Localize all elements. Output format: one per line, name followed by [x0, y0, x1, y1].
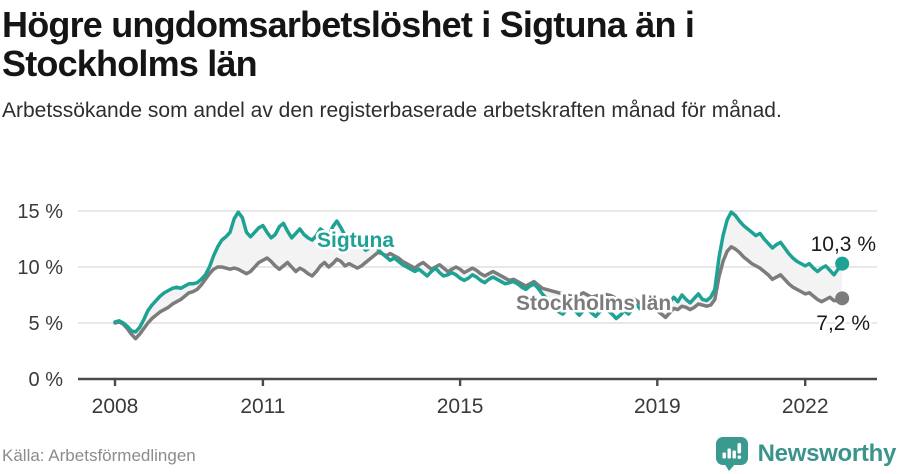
x-tick-label-2015: 2015 [437, 395, 484, 418]
stockholm-end-dot [835, 291, 850, 306]
stockholm-end-value-label: 7,2 % [816, 312, 870, 335]
brand-logo: Newsworthy [715, 436, 896, 472]
stockholm-line [113, 245, 844, 341]
y-tick-label-5: 5 % [29, 313, 64, 335]
x-tick-label-2022: 2022 [782, 395, 829, 418]
sigtuna-line [113, 210, 844, 334]
newsworthy-icon [715, 437, 748, 471]
y-tick-label-10: 10 % [17, 257, 63, 279]
y-tick-label-0: 0 % [29, 369, 64, 391]
y-tick-label-15: 15 % [17, 201, 63, 223]
chart-subtitle: Arbetssökande som andel av den registerb… [2, 99, 782, 122]
sigtuna-series-label: Sigtuna [317, 229, 394, 252]
sigtuna-end-value-label: 10,3 % [811, 233, 876, 256]
stockholm-series-label: Stockholms län [516, 292, 671, 315]
sigtuna-end-dot [835, 256, 850, 271]
between-series-band [115, 212, 843, 339]
page-title: Högre ungdomsarbetslöshet i Sigtuna än i… [2, 4, 695, 84]
source-note: Källa: Arbetsförmedlingen [2, 446, 196, 465]
x-tick-label-2008: 2008 [92, 395, 139, 418]
x-tick-label-2019: 2019 [634, 395, 681, 418]
x-tick-label-2011: 2011 [240, 395, 285, 418]
brand-name: Newsworthy [757, 440, 897, 467]
